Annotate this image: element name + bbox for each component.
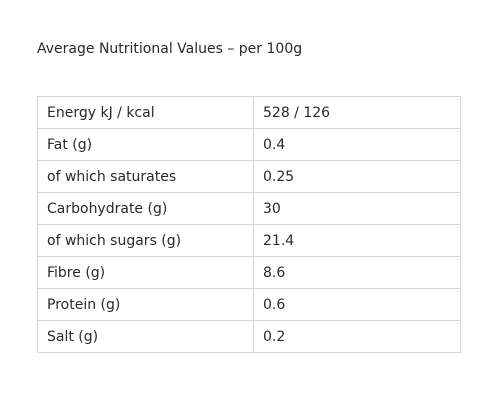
- nutrient-label: Fat (g): [37, 128, 254, 161]
- table-row: Fibre (g) 8.6: [37, 256, 461, 289]
- nutrient-value: 528 / 126: [253, 96, 461, 129]
- nutrient-label: Protein (g): [37, 288, 254, 321]
- nutrient-value: 0.4: [253, 128, 461, 161]
- nutrient-label: of which saturates: [37, 160, 254, 193]
- nutrient-value: 0.2: [253, 320, 461, 353]
- nutrient-label: Salt (g): [37, 320, 254, 353]
- table-row: Fat (g) 0.4: [37, 128, 461, 161]
- table-row: of which sugars (g) 21.4: [37, 224, 461, 257]
- nutrient-value: 0.6: [253, 288, 461, 321]
- nutrient-label: Energy kJ / kcal: [37, 96, 254, 129]
- nutrient-value: 8.6: [253, 256, 461, 289]
- nutrient-value: 21.4: [253, 224, 461, 257]
- table-row: Energy kJ / kcal 528 / 126: [37, 96, 461, 129]
- nutrient-value: 30: [253, 192, 461, 225]
- nutrient-label: Fibre (g): [37, 256, 254, 289]
- nutrient-label: Carbohydrate (g): [37, 192, 254, 225]
- nutrition-heading: Average Nutritional Values – per 100g: [37, 41, 303, 57]
- nutrient-value: 0.25: [253, 160, 461, 193]
- nutrition-table: Energy kJ / kcal 528 / 126 Fat (g) 0.4 o…: [37, 96, 461, 353]
- nutrient-label: of which sugars (g): [37, 224, 254, 257]
- table-row: Salt (g) 0.2: [37, 320, 461, 353]
- table-row: Carbohydrate (g) 30: [37, 192, 461, 225]
- table-row: of which saturates 0.25: [37, 160, 461, 193]
- table-row: Protein (g) 0.6: [37, 288, 461, 321]
